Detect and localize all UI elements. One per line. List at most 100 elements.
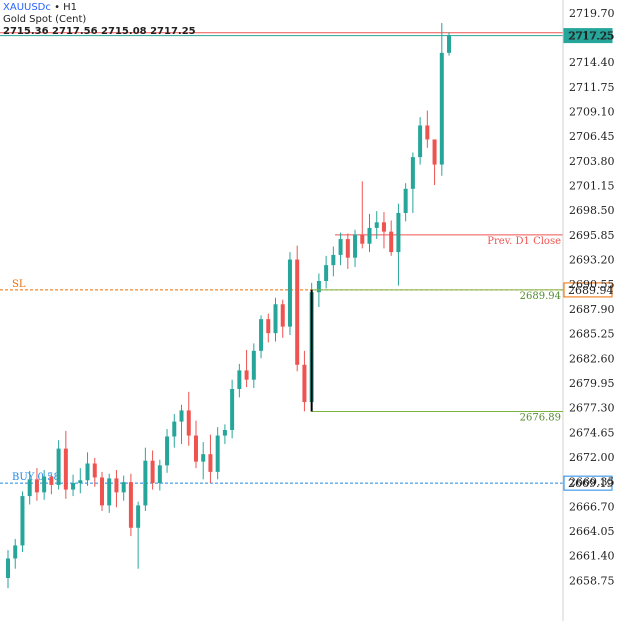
candle-body <box>85 463 90 481</box>
candle-body <box>345 239 350 258</box>
level-left-label: SL <box>12 279 26 290</box>
candle <box>114 470 119 508</box>
candle <box>92 457 97 487</box>
candle-body <box>56 448 61 485</box>
price-tick-label: 2685.25 <box>569 328 615 341</box>
candle-body <box>244 370 249 380</box>
candle <box>418 117 423 165</box>
candle-body <box>273 304 278 334</box>
candle <box>244 349 249 388</box>
candle-body <box>92 463 97 478</box>
candle <box>208 434 213 484</box>
candle-body <box>259 319 264 351</box>
candle-body <box>27 479 32 497</box>
candle <box>324 255 329 289</box>
price-tick-label: 2693.20 <box>569 254 615 267</box>
price-tick-label: 2709.10 <box>569 106 615 119</box>
price-tick-label: 2672.00 <box>569 451 615 464</box>
price-tick-label: 2669.35 <box>569 476 615 489</box>
candle <box>49 473 54 495</box>
candle <box>63 430 68 499</box>
price-tick-label: 2661.40 <box>569 550 615 563</box>
candle-body <box>396 213 401 253</box>
candle-body <box>186 410 191 436</box>
candle-body <box>49 476 54 485</box>
candle-body <box>208 454 213 472</box>
candle-body <box>114 478 119 493</box>
candle <box>367 213 372 253</box>
candle <box>20 491 25 552</box>
price-tick-label: 2701.15 <box>569 180 615 193</box>
candle <box>251 343 256 389</box>
price-axis[interactable]: 2719.70 2717.25 2714.40 2711.75 2709.10 2706.… <box>562 0 615 621</box>
candle <box>85 452 90 486</box>
candle-body <box>121 482 126 493</box>
candle-body <box>353 234 358 258</box>
candle <box>107 473 112 513</box>
candle-body <box>63 448 68 490</box>
candle-body <box>418 125 423 158</box>
candle-body <box>193 435 198 462</box>
candle <box>381 212 386 249</box>
candle-body <box>425 125 430 140</box>
candle-body <box>367 227 372 244</box>
candle-body <box>410 157 415 189</box>
candle-body <box>165 436 170 466</box>
candle <box>42 470 47 500</box>
candle <box>273 297 278 342</box>
candle <box>222 424 227 444</box>
candle <box>259 315 264 359</box>
candle <box>425 110 430 148</box>
candle-body <box>128 482 133 528</box>
candle <box>215 427 220 480</box>
candle <box>302 350 307 412</box>
candle-body <box>99 477 104 506</box>
candle <box>179 404 184 444</box>
candle-body <box>78 480 83 484</box>
candle <box>237 363 242 398</box>
level-left-label: BUY 0.58 <box>12 472 60 483</box>
candle-body <box>360 234 365 244</box>
price-tag-label: 2689.94 <box>568 284 614 297</box>
candle <box>27 470 32 505</box>
candle-body <box>287 259 292 327</box>
candle <box>280 299 285 338</box>
candle-body <box>215 435 220 472</box>
price-tag-box <box>563 28 613 44</box>
candle-body <box>374 222 379 228</box>
candle <box>193 420 198 469</box>
range-low-label: 2676.89 <box>520 412 561 423</box>
price-tag-label: 2669.19 <box>568 477 614 490</box>
candle <box>201 442 206 480</box>
candle <box>374 211 379 240</box>
candle-body <box>295 259 300 365</box>
candle-body <box>381 222 386 232</box>
candle-body <box>324 265 329 281</box>
candle-body <box>20 496 25 546</box>
candle-body <box>389 231 394 253</box>
candle-body <box>338 239 343 255</box>
candle-body <box>42 476 47 493</box>
price-tick-label: 2679.95 <box>569 377 615 390</box>
price-tick-label: 2658.75 <box>569 574 615 587</box>
levels-layer: Prev. D1 Close SL 2689.94 BUY 0.58 2669.19 27… <box>0 28 614 491</box>
price-tick-label: 2706.45 <box>569 130 615 143</box>
candle-body <box>34 479 39 493</box>
candle <box>447 32 452 56</box>
price-tick-label: 2677.30 <box>569 402 615 415</box>
candle-body <box>6 558 10 579</box>
candle <box>99 471 104 511</box>
candle <box>128 473 133 537</box>
candle-body <box>201 454 206 462</box>
candle-body <box>403 188 408 214</box>
price-tick-label: 2711.75 <box>569 81 615 94</box>
candle-body <box>157 465 162 484</box>
candle-body <box>230 388 235 430</box>
candle-body <box>302 364 307 403</box>
price-tick-label: 2703.80 <box>569 155 615 168</box>
price-tag-box <box>563 475 613 491</box>
candles-layer <box>6 23 452 589</box>
candle <box>6 550 10 589</box>
